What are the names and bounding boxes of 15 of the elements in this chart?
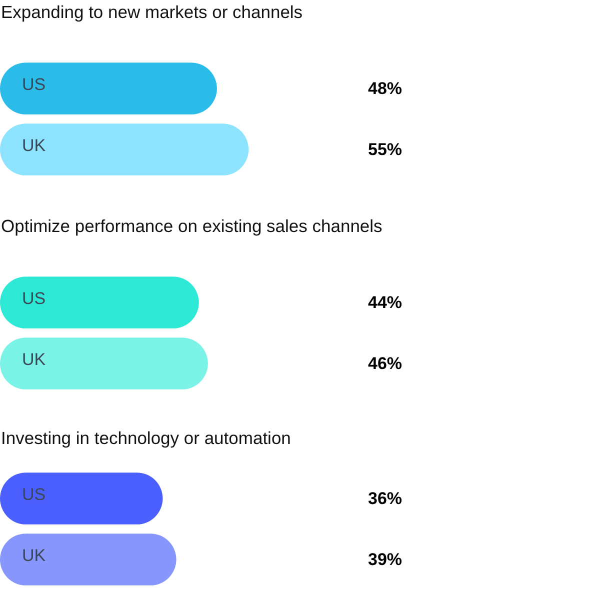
category-label: UK: [22, 546, 46, 566]
chart-title: Investing in technology or automation: [1, 428, 291, 449]
chart-title: Expanding to new markets or channels: [1, 2, 303, 23]
category-label: US: [22, 485, 46, 504]
category-label: US: [22, 289, 46, 308]
category-label: US: [22, 75, 46, 94]
data-label: 39%: [368, 550, 402, 570]
data-label: 55%: [368, 140, 402, 160]
data-label: 36%: [368, 489, 402, 508]
chart-title: Optimize performance on existing sales channels: [1, 216, 382, 237]
category-label: UK: [22, 350, 46, 370]
category-label: UK: [22, 136, 46, 156]
data-label: 44%: [368, 293, 402, 312]
data-label: 46%: [368, 354, 402, 374]
data-label: 48%: [368, 79, 402, 98]
